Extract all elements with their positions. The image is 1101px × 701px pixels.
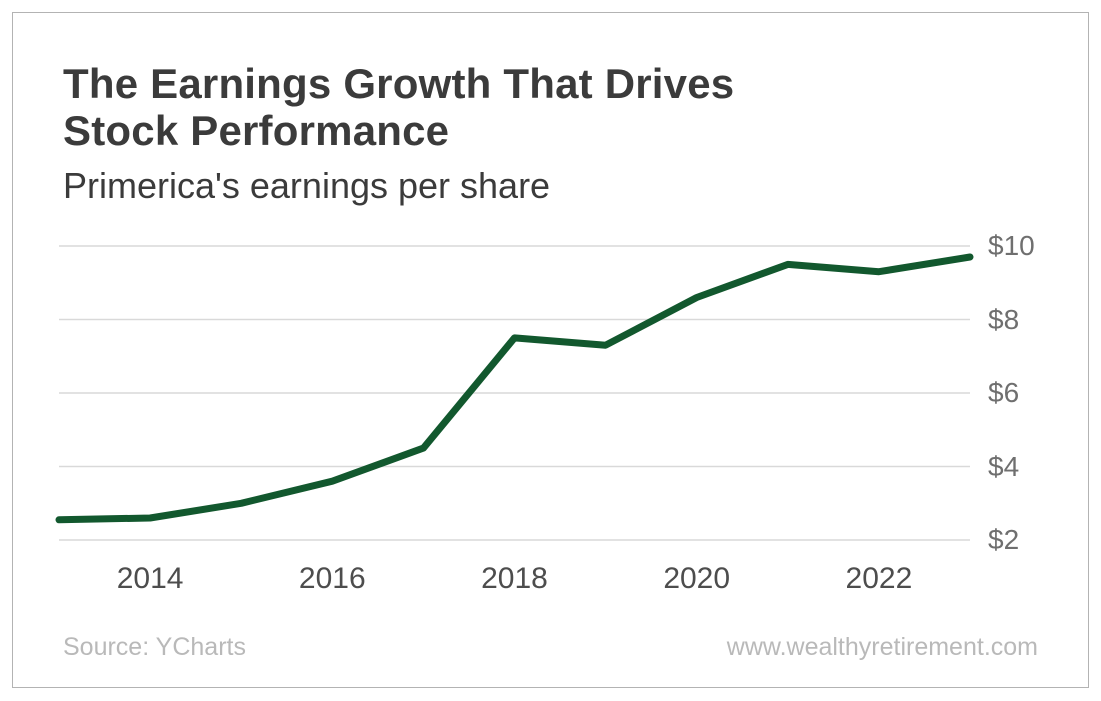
y-tick-label: $6 (988, 377, 1020, 408)
gridlines (59, 245, 970, 541)
x-tick-label: 2020 (663, 562, 731, 595)
chart-title-line2: Stock Performance (63, 107, 450, 154)
website-url: www.wealthyretirement.com (726, 633, 1038, 661)
y-tick-label: $8 (988, 303, 1020, 335)
y-tick-label: $10 (988, 230, 1035, 261)
chart-footer: Source: YCharts www.wealthyretirement.co… (63, 633, 1038, 662)
source-attribution: Source: YCharts (63, 633, 246, 661)
chart-title: The Earnings Growth That Drives Stock Pe… (63, 60, 734, 154)
chart-header: The Earnings Growth That Drives Stock Pe… (63, 60, 734, 207)
y-tick-label: $2 (988, 524, 1020, 555)
chart-title-line1: The Earnings Growth That Drives (63, 60, 735, 107)
x-tick-label: 2016 (298, 562, 366, 595)
chart-subtitle: Primerica's earnings per share (63, 165, 551, 206)
x-tick-label: 2022 (845, 562, 913, 595)
eps-line-series (55, 253, 974, 524)
y-tick-label: $4 (988, 450, 1020, 482)
x-tick-label: 2014 (116, 562, 184, 595)
x-tick-label: 2018 (481, 562, 548, 595)
